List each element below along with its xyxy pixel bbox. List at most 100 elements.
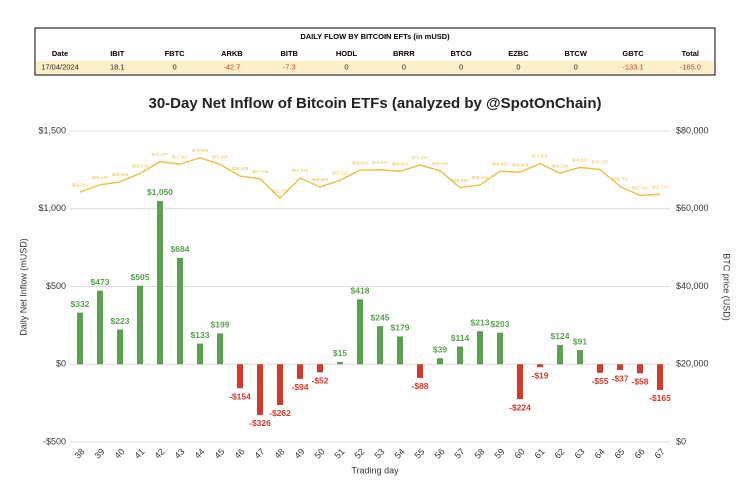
x-tick-label: 64 xyxy=(592,446,606,460)
table-header: Total xyxy=(682,49,699,58)
line-value-label: $69,780 xyxy=(432,161,449,166)
x-tick-label: 50 xyxy=(312,446,326,460)
bar-value-label: -$165 xyxy=(649,393,671,403)
bar xyxy=(557,344,563,365)
bar-value-label: $684 xyxy=(171,244,190,254)
x-tick-label: 60 xyxy=(512,446,526,460)
y2-tick-label: $60,000 xyxy=(676,203,709,213)
table-box xyxy=(34,27,716,76)
x-tick-label: 65 xyxy=(612,446,626,460)
bar-value-label: $39 xyxy=(433,344,447,354)
line-value-label: $70,037 xyxy=(372,160,389,165)
bar-value-label: -$154 xyxy=(229,391,251,401)
line-value-label: $70,626 xyxy=(572,158,589,163)
bar-value-label: -$37 xyxy=(611,373,628,383)
y-tick-label: $500 xyxy=(46,281,66,291)
line-value-label: $67,311 xyxy=(332,171,348,176)
bar-value-label: $223 xyxy=(111,316,130,326)
y2-tick-label: $40,000 xyxy=(676,281,709,291)
x-tick-label: 52 xyxy=(352,446,366,460)
bar-value-label: -$224 xyxy=(509,402,531,412)
bar-value-label: -$326 xyxy=(249,418,271,428)
line-value-label: $68,409 xyxy=(232,166,249,171)
bar xyxy=(297,364,303,379)
bar-value-label: $418 xyxy=(351,286,370,296)
line-value-label: $72,107 xyxy=(152,152,169,157)
table-header: HODL xyxy=(336,49,358,58)
y-tick-label: $1,000 xyxy=(38,203,66,213)
bar xyxy=(637,364,643,374)
table-header: BTCO xyxy=(450,49,471,58)
bar xyxy=(537,364,543,368)
line-value-label: $71,629 xyxy=(532,154,549,159)
bar xyxy=(517,364,523,400)
bar-value-label: $332 xyxy=(71,299,90,309)
chart-title: 30-Day Net Inflow of Bitcoin ETFs (analy… xyxy=(149,95,602,112)
line-value-label: $71,247 xyxy=(412,155,429,160)
x-tick-label: 54 xyxy=(392,446,406,460)
y2-tick-label: $80,000 xyxy=(676,125,709,135)
x-tick-label: 58 xyxy=(472,446,486,460)
bar-value-label: $203 xyxy=(491,319,510,329)
line-value-label: $69,139 xyxy=(552,163,569,168)
table-cell: 0 xyxy=(516,62,520,71)
table-cell: -42.7 xyxy=(223,62,240,71)
bar-value-label: $505 xyxy=(131,272,150,282)
line-value-label: $64,292 xyxy=(72,182,89,187)
table-header: ARKB xyxy=(221,49,243,58)
table-header: BTCW xyxy=(564,49,587,58)
bar-value-label: -$94 xyxy=(291,382,308,392)
bar-value-label: -$88 xyxy=(411,381,428,391)
x-tick-label: 45 xyxy=(212,446,226,460)
x-tick-label: 44 xyxy=(192,446,206,460)
line-value-label: $65,440 xyxy=(452,178,469,183)
x-tick-label: 48 xyxy=(272,446,286,460)
line-value-label: $65,753 xyxy=(612,177,629,182)
line-value-label: $62,733 xyxy=(272,188,289,193)
btc-price-line xyxy=(79,157,661,200)
line-value-label: $69,620 xyxy=(392,162,409,167)
bar-value-label: $179 xyxy=(391,323,410,333)
line-value-label: $67,709 xyxy=(252,169,269,174)
x-tick-label: 47 xyxy=(252,446,266,460)
table-cell: 18.1 xyxy=(110,62,125,71)
bar xyxy=(117,329,123,365)
y-axis-label: Daily Net Inflow (mUSD) xyxy=(18,238,28,336)
table-cell: 0 xyxy=(574,62,578,71)
bar xyxy=(617,364,623,371)
bar xyxy=(217,333,223,365)
y-tick-label: $0 xyxy=(56,359,66,369)
table-cell: 0 xyxy=(459,62,463,71)
table-header: GBTC xyxy=(622,49,644,58)
x-tick-label: 55 xyxy=(412,446,426,460)
bar-value-label: -$19 xyxy=(531,370,548,380)
bar-value-label: $91 xyxy=(573,336,587,346)
y2-axis-label: BTC price (USD) xyxy=(722,253,732,321)
bar xyxy=(237,364,243,389)
bar-value-label: $124 xyxy=(551,331,570,341)
x-tick-label: 43 xyxy=(172,446,186,460)
table-header: Date xyxy=(52,49,68,58)
x-tick-label: 63 xyxy=(572,446,586,460)
line-value-label: $65,595 xyxy=(312,177,329,182)
bar xyxy=(417,364,423,378)
bar-value-label: -$52 xyxy=(311,376,328,386)
line-value-label: $69,642 xyxy=(492,161,509,166)
y2-tick-label: $20,000 xyxy=(676,359,709,369)
bar-value-label: -$262 xyxy=(269,408,291,418)
table-cell: 17/04/2024 xyxy=(41,62,79,71)
line-value-label: $63,721 xyxy=(652,184,669,189)
line-value-label: $71,430 xyxy=(212,155,229,160)
table-title: DAILY FLOW BY BITCOIN EFTs (in mUSD) xyxy=(300,32,450,41)
table-cell: 0 xyxy=(344,62,348,71)
bar xyxy=(377,326,383,365)
table-row-bg xyxy=(36,61,714,74)
x-tick-label: 67 xyxy=(652,446,666,460)
bar-value-label: $473 xyxy=(91,277,110,287)
bar xyxy=(97,290,103,365)
line-value-label: $69,076 xyxy=(132,164,149,169)
bar xyxy=(177,257,183,365)
bar xyxy=(257,364,263,415)
x-tick-label: 38 xyxy=(72,446,86,460)
